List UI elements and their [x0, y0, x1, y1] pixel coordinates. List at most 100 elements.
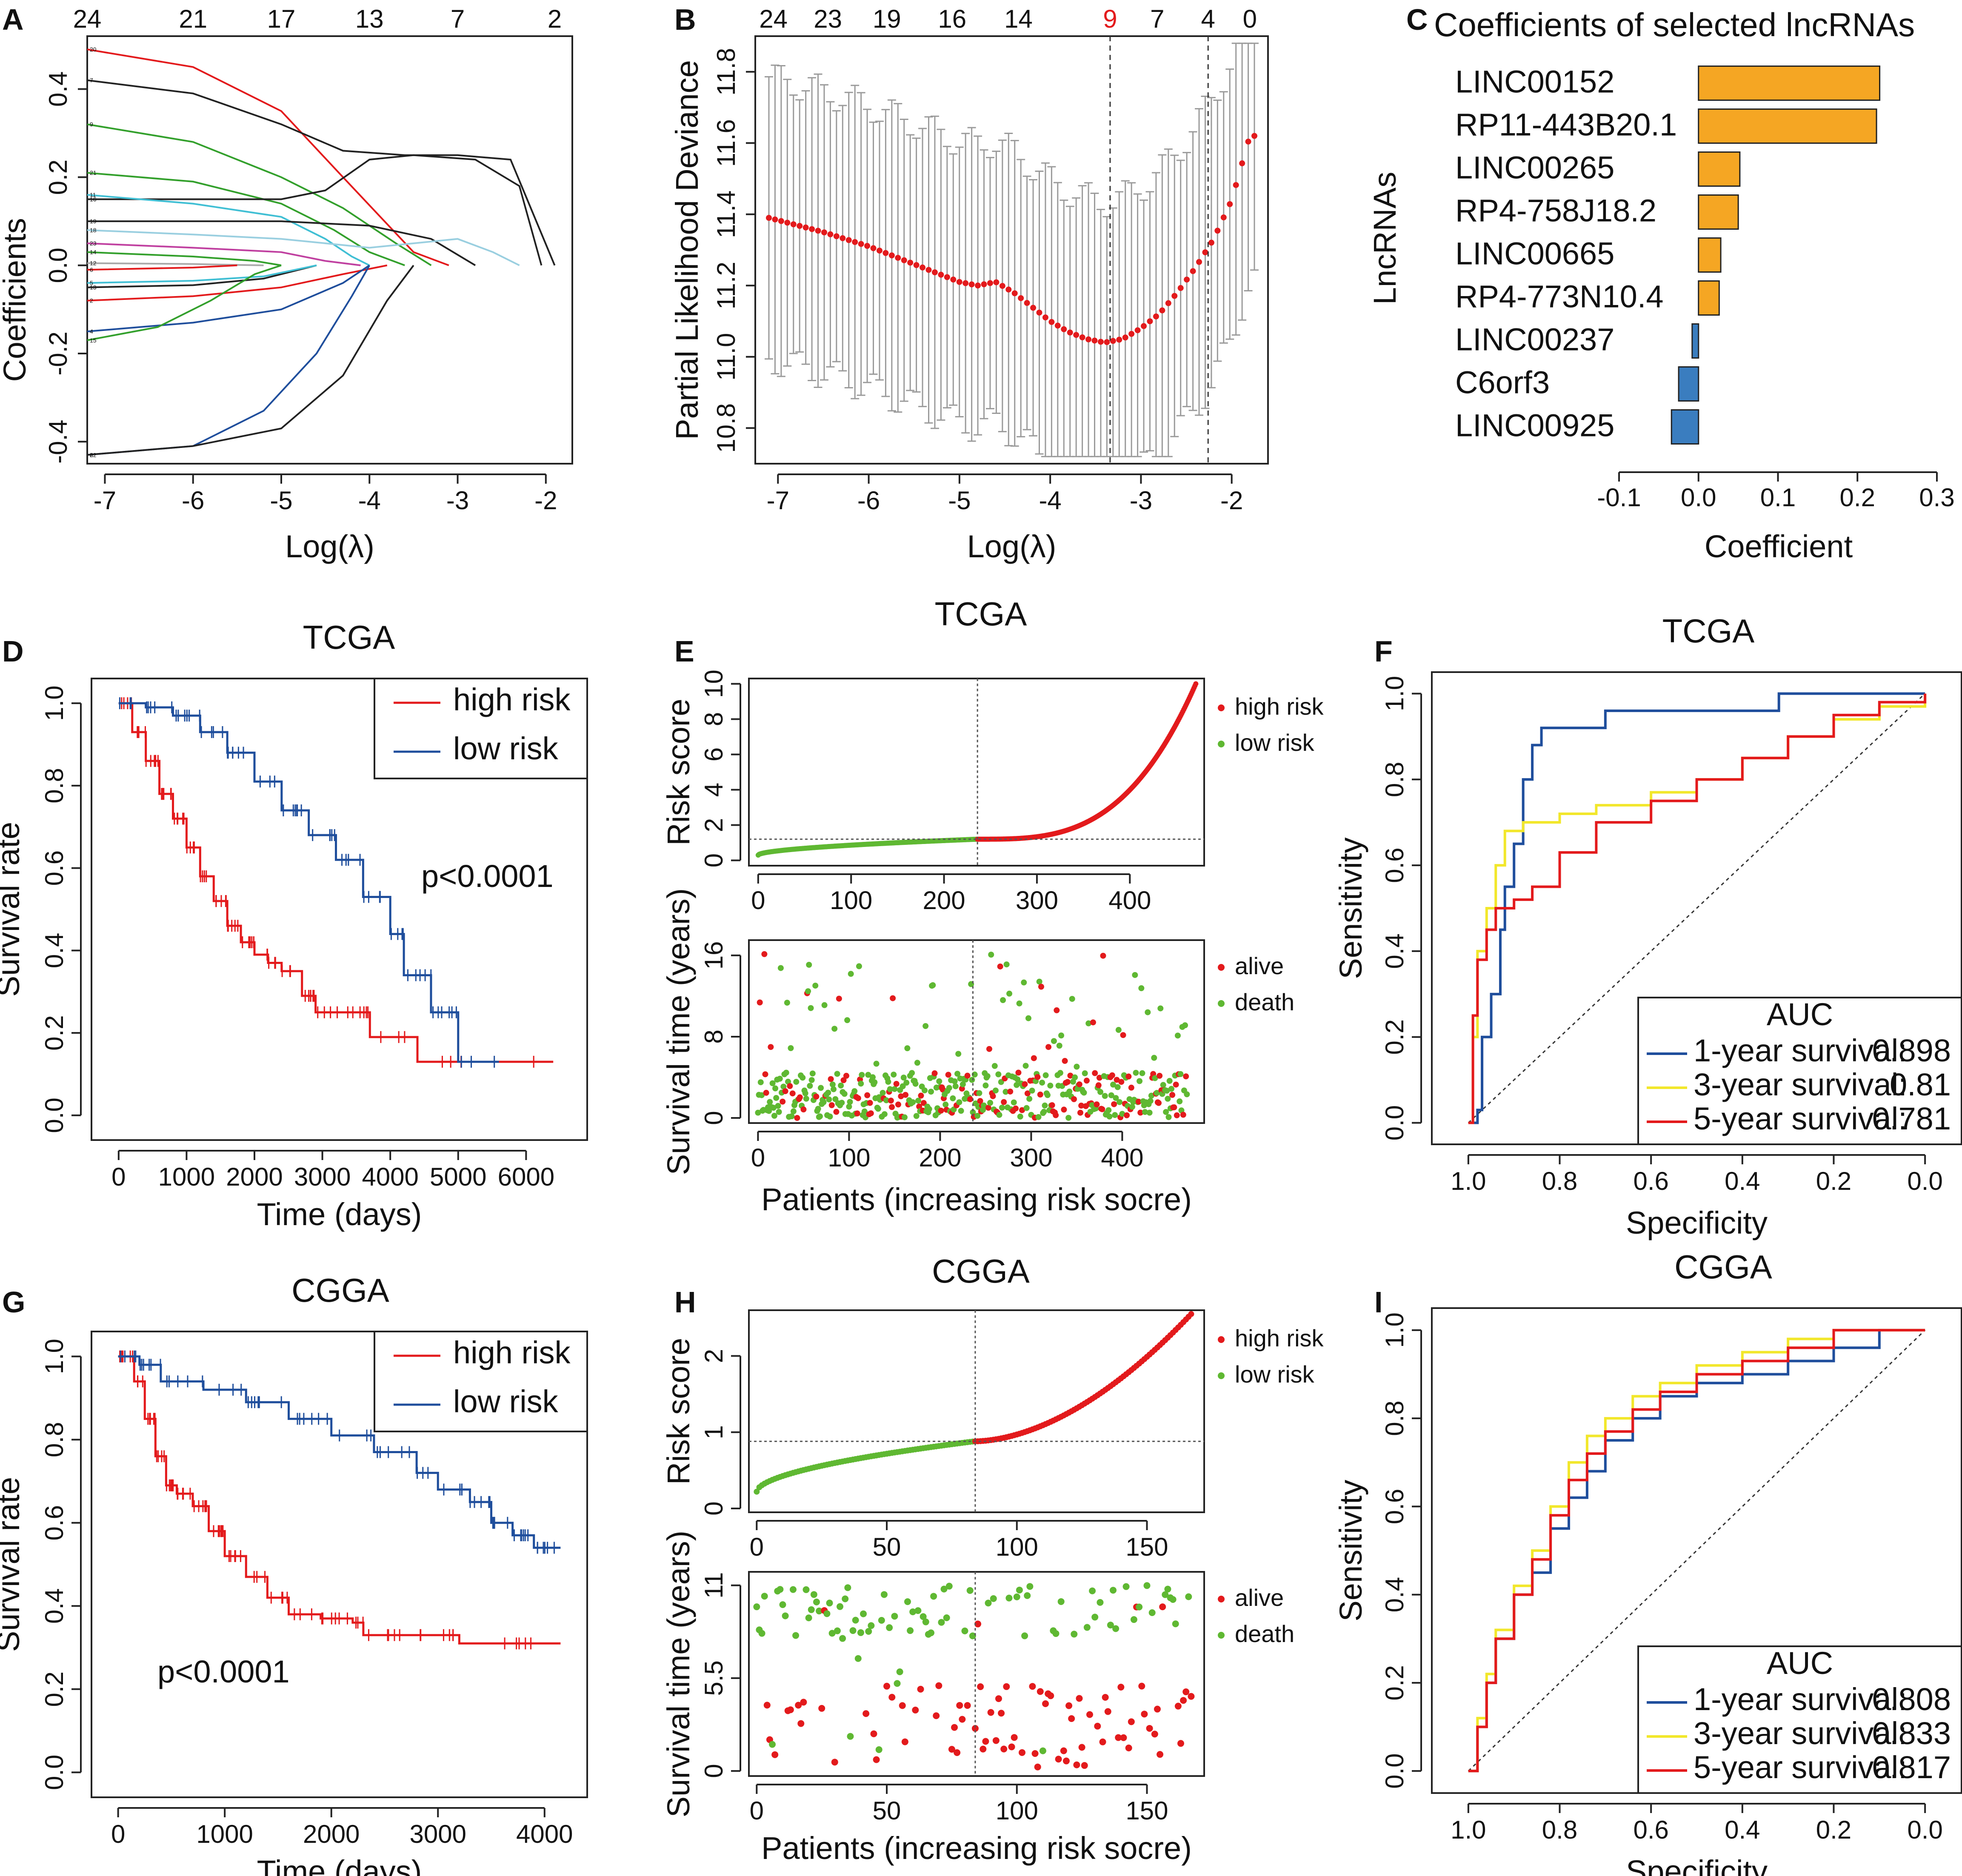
survival-point — [1091, 1614, 1099, 1621]
cv-point — [1227, 201, 1233, 207]
survival-point — [1183, 1073, 1189, 1080]
survival-point — [954, 1071, 961, 1077]
survival-point — [865, 1072, 871, 1078]
survival-point — [787, 1706, 794, 1713]
survival-point — [1061, 1106, 1067, 1113]
survival-point — [767, 1099, 773, 1105]
chart-title: Coefficients of selected lncRNAs — [1434, 6, 1915, 43]
survival-point — [844, 1017, 851, 1024]
survival-point — [1097, 1599, 1104, 1606]
survival-point — [1112, 1625, 1120, 1632]
y-tick-label: 0.6 — [40, 1505, 69, 1540]
legend-label: low risk — [453, 1384, 559, 1419]
x-tick-label: -6 — [182, 486, 204, 515]
coef-path-2 — [87, 264, 388, 302]
x-tick-label: 0.0 — [1681, 483, 1716, 512]
survival-point — [813, 1093, 820, 1100]
survival-point — [1138, 1682, 1145, 1690]
survival-point — [839, 1100, 845, 1106]
survival-point — [1163, 1109, 1169, 1115]
survival-point — [808, 1005, 814, 1011]
cv-point — [950, 277, 957, 283]
survival-point — [1115, 1734, 1122, 1741]
y-axis-title: Sensitivity — [1333, 1480, 1368, 1621]
x-tick-label: 1000 — [196, 1820, 253, 1848]
y-tick-label: 0.2 — [1380, 1665, 1409, 1700]
survival-point — [1052, 1630, 1060, 1637]
survival-point — [1039, 1079, 1045, 1086]
survival-point — [854, 1655, 862, 1662]
survival-point — [1013, 1105, 1019, 1112]
survival-point — [828, 1630, 836, 1637]
cv-point — [907, 259, 914, 266]
survival-point — [1078, 1744, 1085, 1751]
y-tick-label: 0.4 — [40, 933, 69, 968]
survival-point — [1074, 1063, 1080, 1070]
survival-point — [880, 1591, 888, 1598]
cv-point — [987, 280, 993, 286]
survival-point — [1011, 1734, 1018, 1741]
cv-point — [1073, 332, 1080, 338]
survival-point — [1185, 1593, 1192, 1600]
cv-point — [845, 237, 852, 243]
x-tick-label: 0 — [750, 1533, 764, 1561]
survival-point — [1120, 1032, 1126, 1038]
survival-point — [883, 1682, 891, 1690]
survival-point — [1062, 1058, 1068, 1064]
legend-dot — [1218, 1632, 1225, 1639]
x-tick-label: 400 — [1101, 1143, 1143, 1172]
survival-point — [871, 1079, 878, 1086]
survival-point — [1051, 1038, 1057, 1044]
cv-point — [765, 215, 772, 221]
survival-point — [969, 1632, 976, 1639]
cv-point — [864, 243, 871, 249]
chart-title: TCGA — [303, 619, 395, 656]
survival-point — [990, 1595, 997, 1602]
path-label: 19 — [90, 218, 97, 225]
survival-point — [870, 1074, 876, 1081]
survival-point — [1138, 985, 1145, 991]
survival-point — [1007, 1088, 1014, 1095]
y-tick-label: -0.2 — [44, 331, 72, 375]
survival-point — [839, 1635, 846, 1642]
survival-point — [789, 1586, 797, 1593]
survival-point — [915, 1098, 922, 1104]
survival-point — [956, 1099, 962, 1106]
survival-point — [1100, 952, 1106, 959]
survival-point — [922, 1618, 929, 1625]
y-tick-label: 0.6 — [1380, 1489, 1409, 1524]
survival-point — [821, 1002, 828, 1008]
survival-point — [1054, 1007, 1060, 1013]
y-tick-label: 0.4 — [44, 71, 72, 107]
survival-point — [1057, 1070, 1063, 1076]
survival-point — [1095, 1082, 1102, 1089]
survival-point — [797, 1720, 805, 1727]
survival-point — [844, 1584, 851, 1591]
survival-point — [1044, 1092, 1051, 1098]
y-tick-label: 0.6 — [1380, 847, 1409, 883]
survival-point — [888, 1104, 895, 1110]
survival-point — [899, 1702, 906, 1709]
survival-point — [1067, 1072, 1074, 1079]
legend-label: 5-year survival: — [1694, 1750, 1907, 1785]
survival-point — [1099, 1106, 1105, 1112]
category-label: RP4-758J18.2 — [1455, 193, 1656, 228]
y-tick-label: 0.2 — [40, 1015, 69, 1050]
survival-point — [1077, 1109, 1083, 1116]
survival-point — [870, 1730, 877, 1737]
legend-box — [374, 1331, 588, 1432]
y-tick-label: 8 — [700, 1029, 728, 1043]
survival-point — [914, 1607, 922, 1614]
y-tick-label: 1.0 — [1380, 1312, 1409, 1348]
cv-point — [1196, 259, 1202, 265]
km-curve-low — [118, 1355, 561, 1549]
survival-point — [1094, 1101, 1100, 1108]
survival-point — [981, 1102, 987, 1109]
survival-point — [997, 963, 1003, 969]
survival-point — [1065, 1079, 1071, 1085]
y-tick-label: 8 — [700, 712, 728, 726]
survival-point — [887, 1086, 893, 1092]
cv-point — [1134, 327, 1141, 334]
